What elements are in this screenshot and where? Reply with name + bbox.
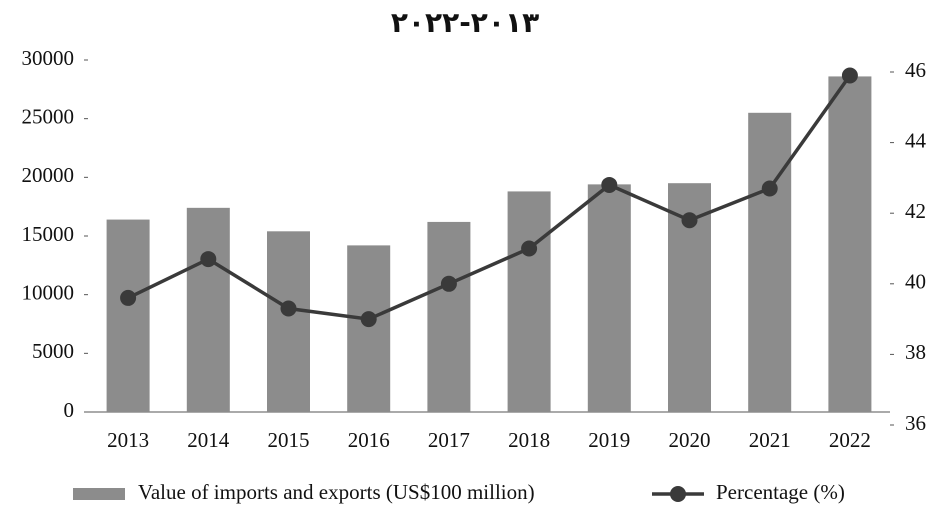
y2-tick-label: 44 (905, 128, 927, 152)
bar (186, 207, 230, 412)
legend-swatch (670, 486, 686, 502)
y-tick-label: 15000 (22, 222, 75, 246)
legend-label: Value of imports and exports (US$100 mil… (138, 480, 535, 504)
y-tick-label: 5000 (32, 339, 74, 363)
y2-tick-label: 42 (905, 199, 926, 223)
x-tick-label: 2014 (187, 428, 230, 452)
x-tick-label: 2015 (268, 428, 310, 452)
y2-tick-label: 46 (905, 58, 926, 82)
chart-title: ۲۰۲۲-۲۰۱۳ (391, 6, 539, 39)
line-marker (200, 251, 217, 268)
y2-tick-label: 38 (905, 340, 926, 364)
x-tick-label: 2017 (428, 428, 470, 452)
line-marker (681, 212, 698, 229)
bar (267, 231, 310, 412)
bar (748, 112, 792, 413)
line-marker (521, 240, 538, 257)
y-tick-label: 20000 (22, 163, 75, 187)
legend-swatch (73, 488, 125, 500)
x-tick-label: 2016 (348, 428, 390, 452)
bar (347, 245, 391, 412)
x-tick-label: 2018 (508, 428, 550, 452)
bar (106, 219, 150, 412)
bar (507, 191, 551, 412)
legend-label: Percentage (%) (716, 480, 845, 504)
x-tick-label: 2020 (669, 428, 711, 452)
y-tick-label: 25000 (22, 104, 75, 128)
x-tick-label: 2021 (749, 428, 791, 452)
line-marker (120, 289, 137, 306)
line-marker (360, 311, 377, 328)
bar (828, 76, 872, 412)
y-tick-label: 10000 (22, 280, 75, 304)
bar (587, 184, 631, 412)
x-tick-label: 2019 (588, 428, 630, 452)
line-marker (601, 176, 618, 193)
y2-tick-label: 36 (905, 411, 926, 435)
y2-tick-label: 40 (905, 270, 926, 294)
line (127, 74, 852, 321)
x-tick-label: 2013 (107, 428, 149, 452)
x-tick-label: 2022 (829, 428, 871, 452)
y-tick-label: 0 (64, 398, 75, 422)
line-marker (280, 300, 297, 317)
y-tick-label: 30000 (22, 46, 75, 70)
bar (427, 221, 471, 412)
line-marker (761, 180, 778, 197)
line-marker (841, 67, 858, 84)
line-marker (440, 275, 457, 292)
